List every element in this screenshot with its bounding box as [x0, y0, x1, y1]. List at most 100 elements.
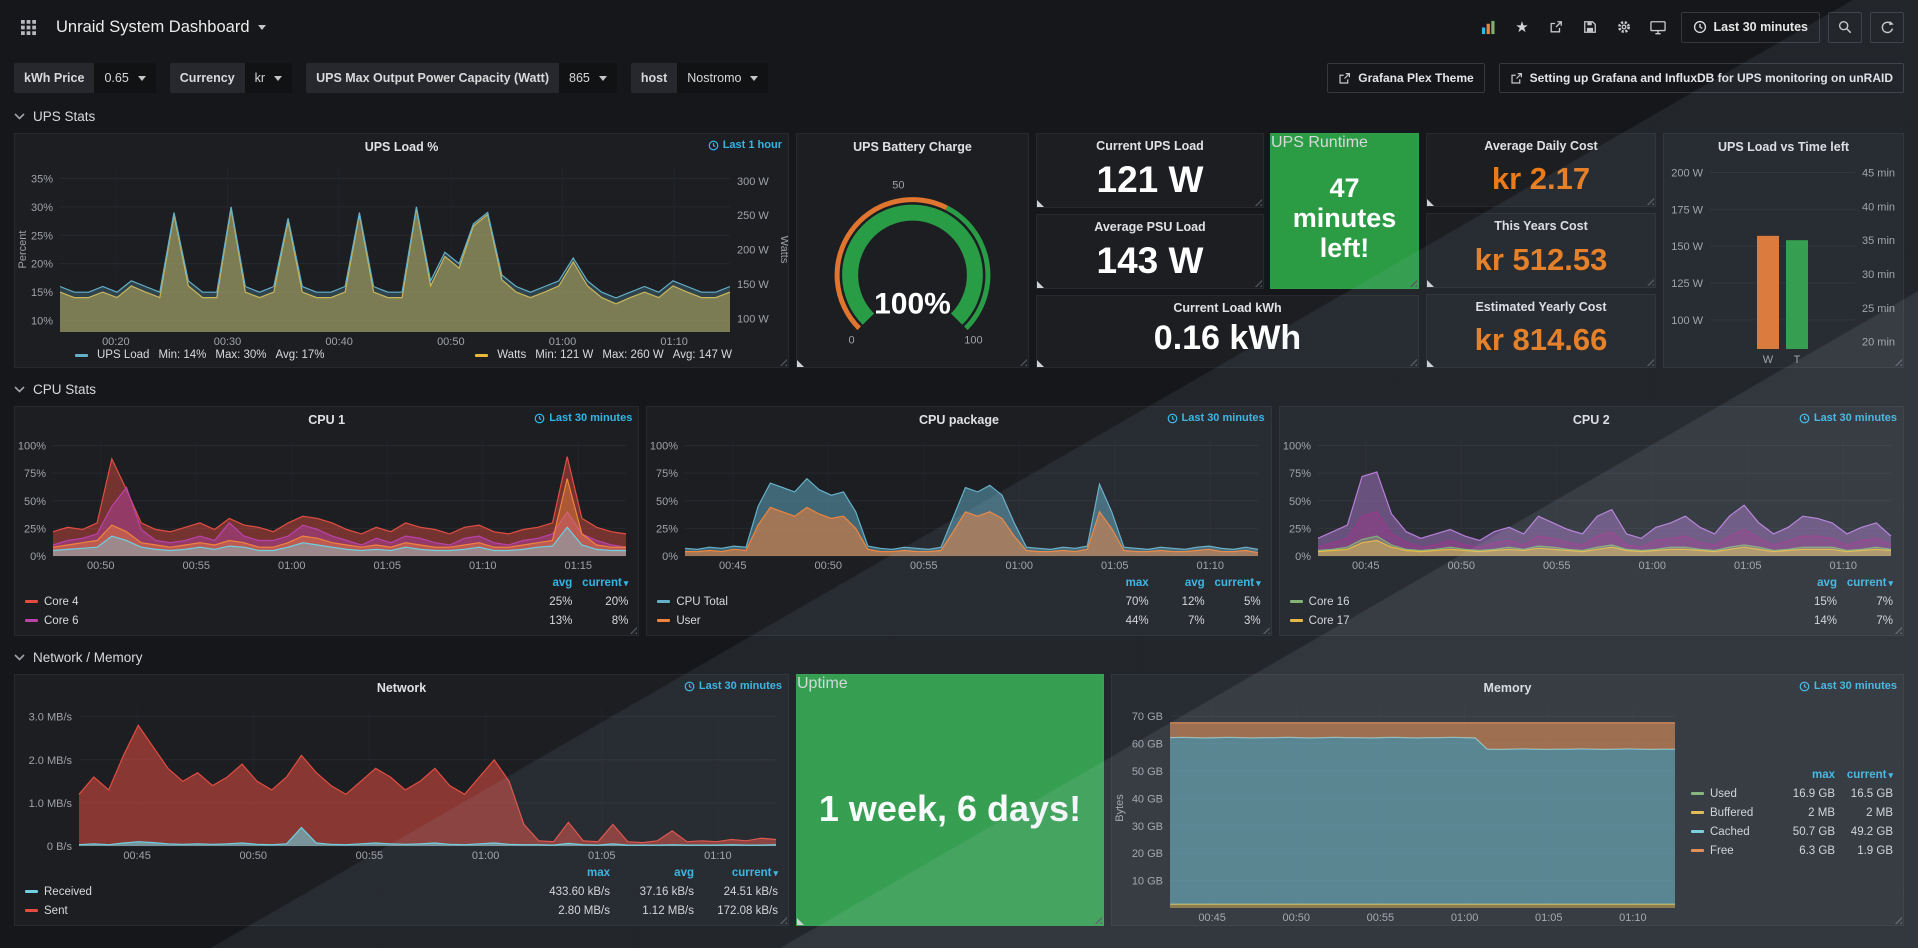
panel-title[interactable]: UPS Load vs Time left	[1717, 139, 1850, 154]
time-range-badge[interactable]: Last 30 minutes	[534, 412, 632, 424]
panel-title[interactable]: This Years Cost	[1494, 219, 1588, 234]
variable-value-dropdown[interactable]: kr	[244, 63, 293, 93]
panel-title[interactable]: Average PSU Load	[1094, 220, 1206, 234]
svg-text:50%: 50%	[24, 496, 46, 508]
time-range-badge[interactable]: Last 30 minutes	[1799, 680, 1897, 692]
panel-link-indicator[interactable]	[797, 918, 804, 925]
legend-series-label[interactable]: User	[657, 615, 1092, 627]
time-picker-button[interactable]: Last 30 minutes	[1680, 11, 1820, 43]
panel-link-indicator[interactable]	[1037, 200, 1044, 207]
panel-title[interactable]: Uptime	[797, 675, 848, 692]
panel-title[interactable]: Memory	[1483, 680, 1532, 695]
panel-resize-handle[interactable]	[1252, 196, 1262, 206]
legend-sort-current[interactable]: current ▾	[731, 866, 778, 879]
panel-title[interactable]: Estimated Yearly Cost	[1475, 299, 1607, 314]
link-grafana-influxdb-guide[interactable]: Setting up Grafana and InfluxDB for UPS …	[1498, 63, 1904, 93]
panel-title[interactable]: UPS Runtime	[1271, 134, 1368, 151]
legend-series-label[interactable]: Buffered	[1691, 807, 1777, 819]
memory-chart[interactable]: 00:45 00:50 00:55 01:00 01:05 01:10 70 GB 60 GB…	[1112, 700, 1687, 925]
panel-resize-handle[interactable]	[777, 914, 787, 924]
panel-link-indicator[interactable]	[1037, 281, 1044, 288]
refresh-button[interactable]	[1870, 11, 1904, 43]
panel-link-indicator[interactable]	[1427, 199, 1434, 207]
panel-resize-handle[interactable]	[1017, 356, 1027, 366]
panel-resize-handle[interactable]	[1259, 624, 1270, 634]
panel-title[interactable]: UPS Load %	[364, 139, 439, 154]
zoom-out-button[interactable]	[1828, 11, 1862, 43]
star-button[interactable]: ★	[1508, 13, 1537, 42]
legend-sort-max[interactable]: max	[1125, 576, 1149, 589]
save-button[interactable]	[1576, 13, 1605, 42]
panel-title[interactable]: CPU package	[919, 412, 999, 427]
panel-title[interactable]: UPS Battery Charge	[853, 139, 972, 154]
legend-series-label[interactable]: Sent	[25, 905, 526, 917]
panel-resize-handle[interactable]	[1644, 195, 1654, 206]
panel-title[interactable]: CPU 2	[1572, 412, 1610, 427]
panel-resize-handle[interactable]	[1092, 914, 1102, 924]
share-button[interactable]	[1542, 13, 1571, 42]
panel-link-indicator[interactable]	[1427, 279, 1434, 287]
panel-title[interactable]: Current UPS Load	[1096, 139, 1204, 153]
panel-link-indicator[interactable]	[1037, 360, 1044, 367]
svg-text:0 B/s: 0 B/s	[47, 841, 73, 853]
apps-grid-icon[interactable]	[14, 13, 43, 42]
legend-series[interactable]: Watts Min: 121 W Max: 260 W Avg: 147 W	[475, 349, 732, 361]
legend-series-label[interactable]: Core 16	[1289, 596, 1781, 608]
panel-link-indicator[interactable]	[1427, 359, 1434, 367]
panel-resize-handle[interactable]	[1891, 624, 1902, 634]
legend-series-label[interactable]: CPU Total	[657, 596, 1092, 608]
panel-title[interactable]: Current Load kWh	[1173, 301, 1282, 315]
legend-series[interactable]: UPS Load Min: 14% Max: 30% Avg: 17%	[75, 349, 325, 361]
settings-button[interactable]	[1610, 13, 1639, 42]
panel-resize-handle[interactable]	[1644, 275, 1654, 286]
time-range-badge[interactable]: Last 30 minutes	[1799, 412, 1897, 424]
legend-sort-avg[interactable]: avg	[1817, 576, 1837, 589]
section-cpu-stats[interactable]: CPU Stats	[14, 376, 1904, 402]
add-panel-button[interactable]	[1474, 13, 1503, 42]
legend-series-label[interactable]: Received	[25, 886, 526, 898]
panel-title[interactable]: Average Daily Cost	[1484, 139, 1598, 153]
panel-resize-handle[interactable]	[1892, 914, 1902, 924]
legend-sort-avg[interactable]: avg	[674, 866, 694, 879]
legend-series-label[interactable]: Used	[1691, 788, 1777, 800]
variable-value-dropdown[interactable]: Nostromo	[677, 63, 769, 93]
ups-load-chart[interactable]: 00:20 00:30 00:40 00:50 01:00 01:10 35% 30% 25% 2…	[15, 159, 788, 349]
cycle-view-button[interactable]	[1644, 13, 1673, 42]
time-range-badge[interactable]: Last 1 hour	[708, 139, 782, 151]
time-range-badge[interactable]: Last 30 minutes	[684, 680, 782, 692]
time-range-badge[interactable]: Last 30 minutes	[1167, 412, 1265, 424]
network-chart[interactable]: 00:45 00:50 00:55 01:00 01:05 01:10 3.0 MB/s 2.…	[15, 700, 788, 863]
link-grafana-plex-theme[interactable]: Grafana Plex Theme	[1327, 63, 1485, 93]
panel-title[interactable]: CPU 1	[308, 412, 346, 427]
panel-resize-handle[interactable]	[1407, 356, 1417, 366]
panel-title[interactable]: Network	[376, 680, 427, 695]
panel-resize-handle[interactable]	[1252, 277, 1262, 287]
legend-sort-current[interactable]: current ▾	[1846, 768, 1893, 781]
legend-series-label[interactable]: Core 17	[1289, 615, 1781, 627]
cpu1-chart[interactable]: 00:50 00:55 01:00 01:05 01:10 01:15 100% 75% 50%…	[15, 432, 638, 573]
panel-resize-handle[interactable]	[1644, 355, 1654, 366]
panel-resize-handle[interactable]	[1892, 356, 1902, 366]
legend-series-label[interactable]: Cached	[1691, 826, 1777, 838]
legend-sort-max[interactable]: max	[1811, 768, 1835, 781]
legend-sort-avg[interactable]: avg	[552, 576, 573, 589]
legend-series-label[interactable]: Core 6	[25, 615, 516, 627]
section-ups-stats[interactable]: UPS Stats	[14, 103, 1904, 129]
legend-series-label[interactable]: Free	[1691, 845, 1777, 857]
variable-value-dropdown[interactable]: 0.65	[94, 63, 156, 93]
panel-link-indicator[interactable]	[797, 360, 804, 367]
legend-sort-max[interactable]: max	[586, 866, 610, 879]
legend-sort-current[interactable]: current ▾	[1846, 576, 1893, 589]
legend-sort-current[interactable]: current ▾	[1214, 576, 1261, 589]
dashboard-title[interactable]: Unraid System Dashboard	[56, 18, 266, 37]
panel-resize-handle[interactable]	[627, 624, 638, 634]
panel-resize-handle[interactable]	[1407, 277, 1417, 287]
cpu-package-chart[interactable]: 00:45 00:50 00:55 01:00 01:05 01:10 100% 75% 50%…	[647, 432, 1270, 573]
cpu2-chart[interactable]: 00:45 00:50 00:55 01:00 01:05 01:10 100% 75% 50%…	[1280, 432, 1903, 573]
legend-series-label[interactable]: Core 4	[25, 596, 516, 608]
section-network-memory[interactable]: Network / Memory	[14, 644, 1904, 670]
variable-value-dropdown[interactable]: 865	[559, 63, 617, 93]
legend-sort-avg[interactable]: avg	[1184, 576, 1205, 589]
legend-sort-current[interactable]: current ▾	[582, 576, 629, 589]
panel-resize-handle[interactable]	[777, 356, 787, 366]
